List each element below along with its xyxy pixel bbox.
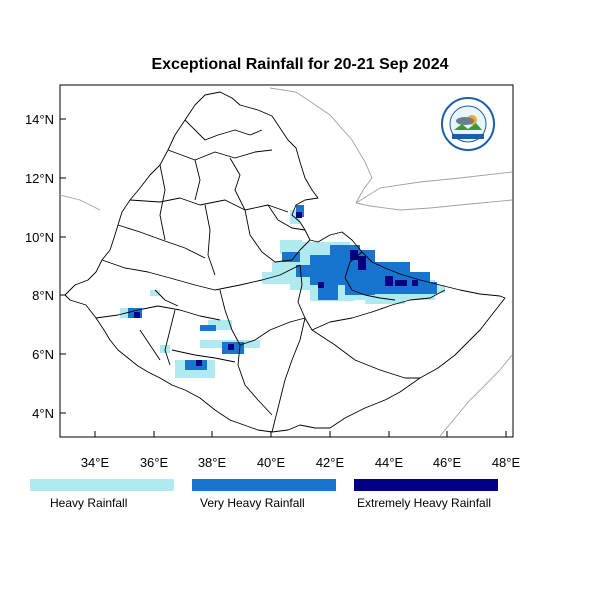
rain-cell-extreme (134, 312, 140, 318)
y-tick-label: 12°N (25, 171, 54, 186)
x-tick-label: 46°E (433, 455, 462, 470)
rain-cell-extreme (412, 280, 418, 286)
map-title: Exceptional Rainfall for 20-21 Sep 2024 (151, 56, 449, 73)
x-tick-label: 42°E (316, 455, 345, 470)
rainfall-cells (120, 205, 445, 378)
x-tick-label: 38°E (198, 455, 227, 470)
rain-cell-heavy (150, 290, 160, 296)
country-outline (64, 91, 506, 433)
x-axis-ticks: 34°E 36°E 38°E 40°E 42°E 44°E 46°E 48°E (81, 431, 521, 470)
rain-cell-very-heavy (425, 282, 437, 294)
rain-cell-extreme (395, 280, 407, 286)
emi-logo (440, 96, 496, 152)
neighbor-borders (60, 87, 513, 437)
rain-cell-extreme (350, 250, 358, 260)
emi-logo-icon (441, 97, 495, 151)
y-tick-label: 8°N (32, 288, 54, 303)
rain-cell-very-heavy (282, 252, 300, 262)
rain-cell-heavy (120, 308, 128, 318)
rain-cell-extreme (228, 344, 234, 350)
y-tick-label: 4°N (32, 406, 54, 421)
rain-cell-extreme (385, 276, 393, 286)
x-tick-label: 34°E (81, 455, 110, 470)
rain-cell-very-heavy (296, 205, 304, 217)
legend-swatch-extreme (354, 479, 498, 491)
y-tick-label: 14°N (25, 112, 54, 127)
legend-swatch-heavy (30, 479, 174, 491)
x-tick-label: 36°E (140, 455, 169, 470)
x-tick-label: 44°E (375, 455, 404, 470)
rain-cell-heavy (290, 210, 300, 224)
rain-cell-heavy (208, 320, 232, 330)
legend-swatch-very-heavy (192, 479, 336, 491)
rain-cell-heavy (280, 240, 302, 254)
x-tick-label: 48°E (492, 455, 521, 470)
rain-cell-extreme (358, 256, 366, 270)
y-axis-ticks: 4°N 6°N 8°N 10°N 12°N 14°N (25, 112, 66, 421)
legend-label-extreme: Extremely Heavy Rainfall (357, 496, 492, 510)
rain-cell-extreme (296, 212, 302, 218)
legend-label-heavy: Heavy Rainfall (50, 496, 128, 510)
rain-cell-heavy (262, 272, 292, 284)
x-tick-label: 40°E (257, 455, 286, 470)
y-tick-label: 6°N (32, 347, 54, 362)
rain-cell-extreme (196, 360, 202, 366)
y-tick-label: 10°N (25, 230, 54, 245)
rain-cell-extreme (318, 282, 324, 288)
ethiopia-borders (64, 91, 506, 433)
rain-cell-heavy (272, 262, 302, 272)
rain-cell-heavy (430, 285, 445, 293)
legend-label-very-heavy: Very Heavy Rainfall (200, 496, 305, 510)
rain-cell-heavy (365, 298, 405, 304)
map-frame (59, 84, 514, 438)
rain-cell-very-heavy (200, 325, 216, 331)
